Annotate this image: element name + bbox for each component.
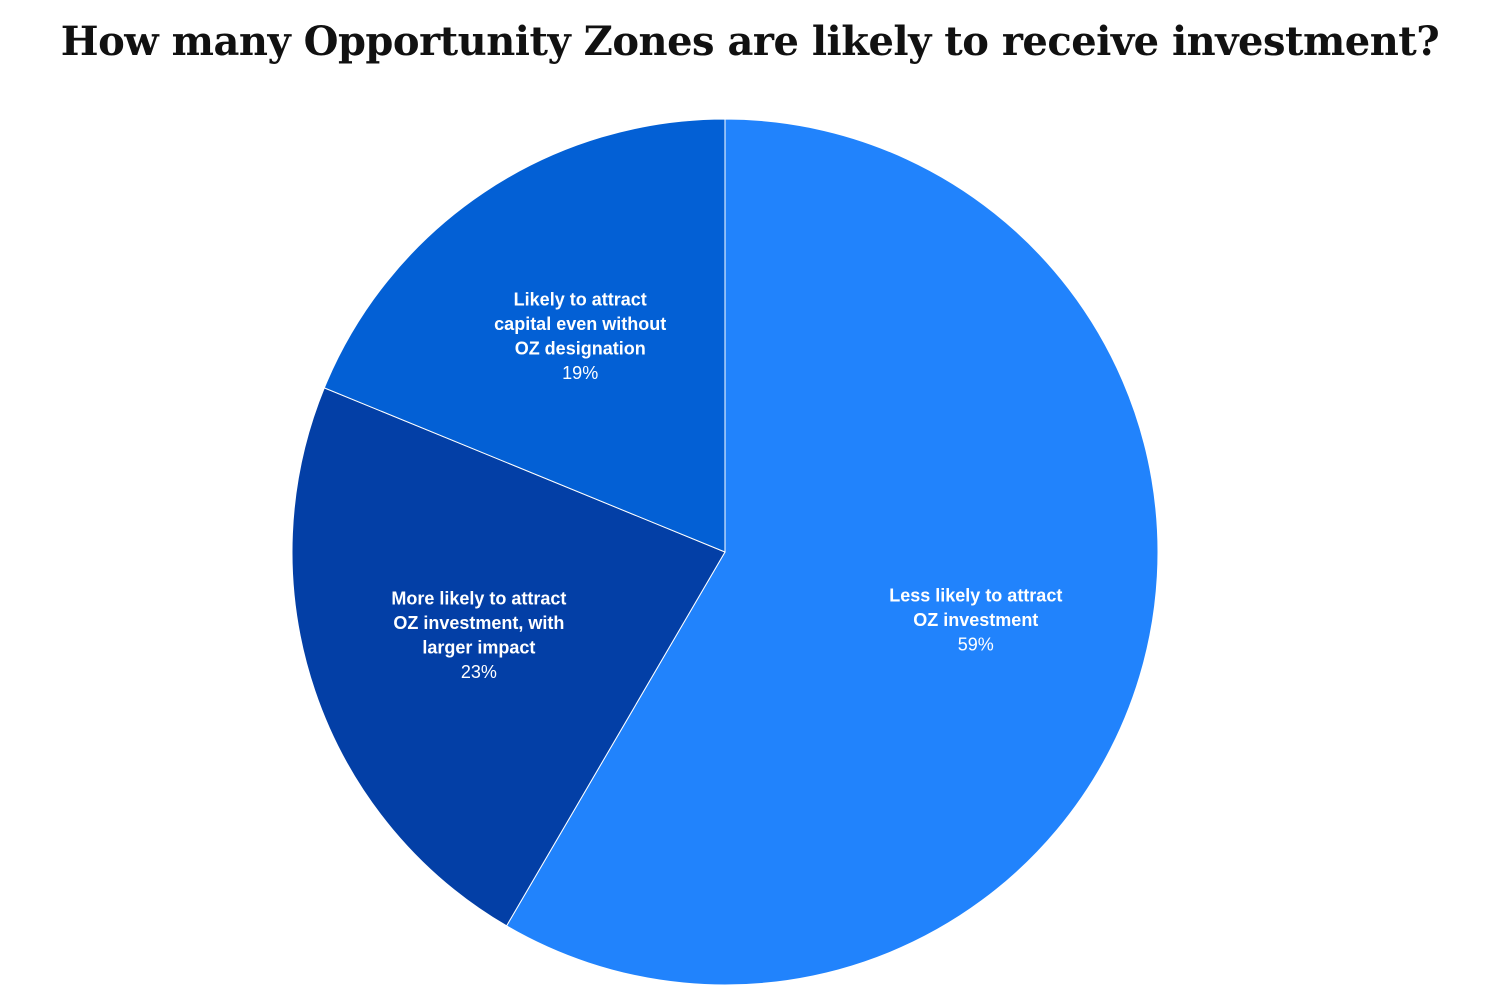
pie-slice: [323, 118, 726, 553]
slice-value-label: 59%: [958, 634, 994, 654]
slice-category-label: OZ investment: [913, 610, 1038, 630]
slice-category-label: capital even without: [494, 314, 666, 334]
chart-title: How many Opportunity Zones are likely to…: [60, 18, 1440, 65]
slice-category-label: OZ investment, with: [393, 613, 564, 633]
slice-data-label: More likely to attract OZ investment, wit…: [391, 589, 566, 683]
pie-slice: [291, 387, 726, 927]
slice-category-label: More likely to attract: [391, 589, 566, 609]
slice-category-label: larger impact: [422, 638, 535, 658]
pie-labels: Less likely to attract OZ investment 59% Mo…: [391, 290, 1062, 683]
slice-category-label: OZ designation: [515, 339, 646, 359]
slice-category-label: Less likely to attract: [889, 585, 1062, 605]
slice-data-label: Likely to attract capital even without OZ …: [494, 290, 666, 384]
slice-category-label: Likely to attract: [514, 290, 647, 310]
slice-value-label: 19%: [562, 363, 598, 383]
pie-slice: [505, 118, 1159, 986]
slice-data-label: Less likely to attract OZ investment 59%: [889, 585, 1062, 654]
slice-value-label: 23%: [461, 662, 497, 682]
pie-slices: [291, 118, 1159, 986]
